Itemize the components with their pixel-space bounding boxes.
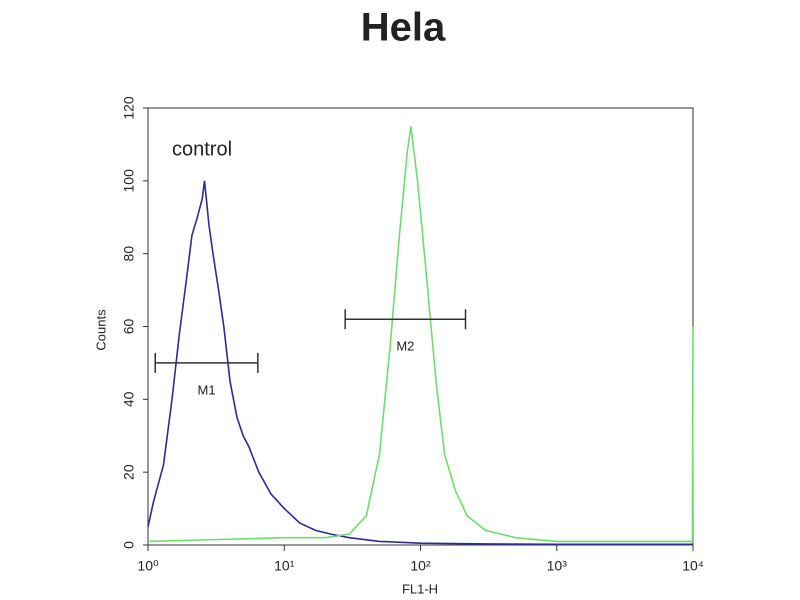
gate-label: M1 bbox=[198, 382, 216, 397]
series-line bbox=[147, 126, 694, 543]
x-tick-label: 10¹ bbox=[274, 558, 295, 574]
chart-title: Hela bbox=[361, 6, 446, 50]
x-tick-label: 10⁰ bbox=[137, 558, 159, 574]
y-tick-label: 80 bbox=[121, 246, 137, 262]
x-tick-label: 10² bbox=[410, 558, 431, 574]
y-tick-label: 120 bbox=[121, 96, 137, 120]
y-axis-label: Counts bbox=[93, 309, 108, 351]
x-tick-label: 10⁴ bbox=[682, 558, 704, 574]
y-tick-label: 60 bbox=[121, 319, 137, 335]
series-annotation: control bbox=[172, 138, 232, 160]
y-tick-label: 40 bbox=[121, 391, 137, 407]
y-tick-label: 0 bbox=[121, 541, 137, 549]
series-line bbox=[147, 180, 693, 546]
x-axis-label: FL1-H bbox=[402, 581, 438, 596]
x-tick-label: 10³ bbox=[547, 558, 568, 574]
gate-label: M2 bbox=[396, 339, 414, 354]
y-tick-label: 100 bbox=[121, 169, 137, 193]
plot-frame bbox=[147, 107, 694, 546]
y-tick-label: 20 bbox=[121, 464, 137, 480]
